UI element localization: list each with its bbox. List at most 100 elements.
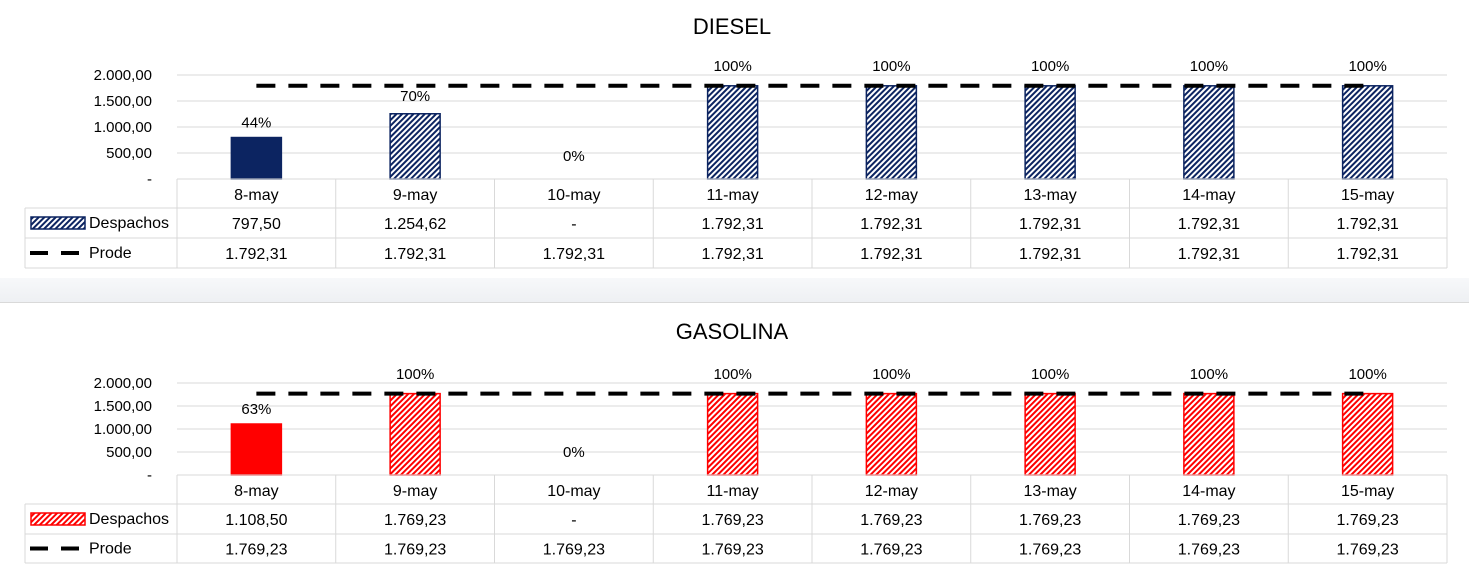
bar (1341, 85, 1394, 180)
despachos-value: 1.769,23 (860, 512, 922, 529)
prode-value: 1.769,23 (1019, 542, 1081, 559)
despachos-value: 797,50 (232, 216, 281, 233)
percent-label: 0% (563, 148, 585, 165)
prode-value: 1.792,31 (384, 246, 446, 263)
bar (706, 392, 759, 476)
y-tick-label: 1.500,00 (94, 93, 152, 110)
category-label: 13-may (1023, 483, 1076, 500)
prode-value: 1.769,23 (1178, 542, 1240, 559)
legend-label-despachos: Despachos (89, 511, 169, 528)
prode-value: 1.792,31 (860, 246, 922, 263)
chart-title: GASOLINA (676, 319, 789, 344)
bar (1183, 85, 1235, 180)
gasolina-chart-panel: GASOLINA 2.000,00 1.500,00 1.000,00 500,00 - 6… (0, 302, 1469, 570)
bar (865, 85, 918, 180)
prode-value: 1.792,31 (701, 246, 763, 263)
bar (230, 423, 283, 476)
legend-swatch-despachos (30, 216, 86, 230)
despachos-value: 1.769,23 (701, 512, 763, 529)
y-tick-label: - (147, 467, 152, 484)
y-tick-label: 1.500,00 (94, 398, 152, 415)
despachos-value: 1.792,31 (1336, 216, 1398, 233)
category-label: 9-may (393, 187, 437, 204)
category-label: 13-may (1023, 187, 1076, 204)
percent-label: 100% (396, 366, 434, 383)
category-label: 15-may (1341, 187, 1394, 204)
legend-label-prode: Prode (89, 245, 132, 262)
percent-label: 0% (563, 444, 585, 461)
prode-value: 1.769,23 (701, 542, 763, 559)
percent-label: 44% (241, 115, 271, 132)
despachos-value: 1.769,23 (1019, 512, 1081, 529)
prode-value: 1.769,23 (1336, 542, 1398, 559)
despachos-value: - (571, 216, 576, 233)
despachos-value: 1.108,50 (225, 512, 287, 529)
prode-value: 1.769,23 (225, 542, 287, 559)
data-table: 8-may 9-may 10-may 11-may 12-may 13-may 14-may… (24, 178, 1448, 269)
category-label: 15-may (1341, 483, 1394, 500)
despachos-value: 1.792,31 (1019, 216, 1081, 233)
despachos-value: 1.769,23 (384, 512, 446, 529)
bar (230, 136, 283, 180)
percent-label: 100% (1031, 366, 1069, 383)
prode-value: 1.769,23 (543, 542, 605, 559)
y-tick-label: 1.000,00 (94, 421, 152, 438)
data-table: 8-may 9-may 10-may 11-may 12-may 13-may 14-may… (24, 474, 1448, 564)
percent-label: 100% (1348, 58, 1386, 75)
despachos-value: 1.792,31 (860, 216, 922, 233)
y-tick-label: 2.000,00 (94, 67, 152, 84)
y-tick-label: 2.000,00 (94, 375, 152, 392)
gasolina-chart: GASOLINA 2.000,00 1.500,00 1.000,00 500,00 - 6… (24, 319, 1448, 564)
bar (389, 113, 441, 180)
bar (1024, 392, 1076, 476)
category-label: 10-may (547, 483, 600, 500)
category-label: 11-may (707, 187, 759, 204)
percent-label: 100% (872, 58, 910, 75)
bar (389, 392, 441, 476)
percent-label: 100% (1190, 58, 1228, 75)
percent-label: 100% (1190, 366, 1228, 383)
prode-value: 1.792,31 (543, 246, 605, 263)
despachos-value: 1.254,62 (384, 216, 446, 233)
y-tick-label: 1.000,00 (94, 119, 152, 136)
prode-value: 1.792,31 (1336, 246, 1398, 263)
prode-value: 1.769,23 (860, 542, 922, 559)
category-label: 14-may (1182, 483, 1235, 500)
prode-value: 1.792,31 (1019, 246, 1081, 263)
despachos-value: - (571, 512, 576, 529)
diesel-chart: DIESEL 2.000,00 1.500,00 1.000,00 500,00 - 44%… (24, 14, 1448, 269)
category-label: 12-may (865, 483, 918, 500)
y-tick-label: 500,00 (106, 444, 152, 461)
prode-value: 1.792,31 (1178, 246, 1240, 263)
category-label: 8-may (234, 483, 278, 500)
percent-label: 63% (241, 401, 271, 418)
legend-label-prode: Prode (89, 541, 132, 558)
despachos-value: 1.769,23 (1178, 512, 1240, 529)
percent-label: 100% (872, 366, 910, 383)
percent-label: 100% (713, 366, 751, 383)
percent-label: 100% (713, 58, 751, 75)
category-label: 8-may (234, 187, 278, 204)
chart-title: DIESEL (693, 14, 771, 39)
percent-label: 70% (400, 88, 430, 105)
bar (1024, 85, 1076, 180)
percent-label: 100% (1348, 366, 1386, 383)
panel-separator (0, 278, 1469, 302)
prode-value: 1.769,23 (384, 542, 446, 559)
y-tick-label: 500,00 (106, 145, 152, 162)
category-label: 11-may (707, 483, 759, 500)
despachos-value: 1.792,31 (1178, 216, 1240, 233)
category-label: 12-may (865, 187, 918, 204)
bar (865, 392, 918, 476)
bar (706, 85, 759, 180)
y-tick-label: - (147, 171, 152, 188)
category-label: 14-may (1182, 187, 1235, 204)
prode-value: 1.792,31 (225, 246, 287, 263)
bar (1341, 392, 1394, 476)
legend-swatch-despachos (30, 512, 86, 526)
diesel-chart-panel: DIESEL 2.000,00 1.500,00 1.000,00 500,00 - 44%… (0, 0, 1469, 278)
category-label: 9-may (393, 483, 437, 500)
despachos-value: 1.769,23 (1336, 512, 1398, 529)
percent-label: 100% (1031, 58, 1069, 75)
category-label: 10-may (547, 187, 600, 204)
